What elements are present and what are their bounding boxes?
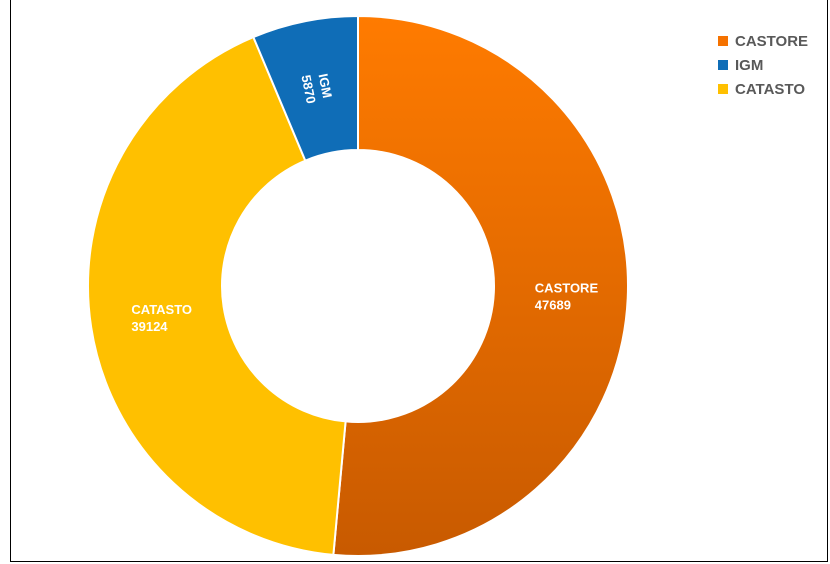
legend-label-igm: IGM [735, 56, 764, 74]
data-label-value: 39124 [131, 319, 168, 334]
data-label-name: CATASTO [131, 302, 192, 317]
legend-swatch-igm [718, 60, 728, 70]
legend-item-castore: CASTORE [718, 29, 808, 53]
legend-item-catasto: CATASTO [718, 77, 808, 101]
data-label-value: 47689 [535, 297, 571, 312]
data-label-name: IGM [316, 72, 336, 99]
slice-igm [252, 14, 359, 162]
data-label-catasto: CATASTO 39124 [131, 302, 192, 334]
donut-slices [87, 14, 629, 557]
legend-swatch-catasto [718, 84, 728, 94]
legend-label-castore: CASTORE [735, 32, 809, 50]
legend: CASTORE IGM CATASTO [718, 29, 808, 101]
legend-label-catasto: CATASTO [735, 80, 805, 98]
data-label-value: 5870 [298, 74, 318, 105]
slice-castore [332, 14, 629, 557]
data-label-castore: CASTORE 47689 [535, 280, 599, 312]
slice-catasto [87, 35, 347, 556]
legend-item-igm: IGM [718, 53, 808, 77]
legend-swatch-castore [718, 36, 728, 46]
data-label-name: CASTORE [535, 280, 599, 295]
